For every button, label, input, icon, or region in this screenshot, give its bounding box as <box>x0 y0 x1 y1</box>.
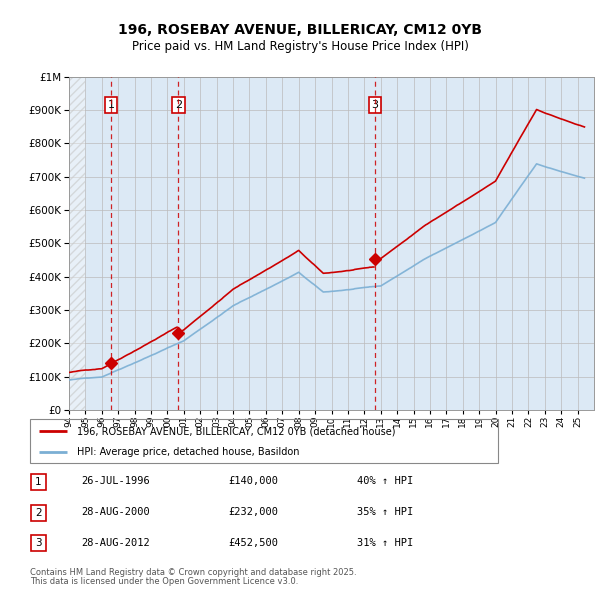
Text: This data is licensed under the Open Government Licence v3.0.: This data is licensed under the Open Gov… <box>30 577 298 586</box>
Text: Contains HM Land Registry data © Crown copyright and database right 2025.: Contains HM Land Registry data © Crown c… <box>30 568 356 577</box>
Text: £140,000: £140,000 <box>228 477 278 486</box>
Text: 31% ↑ HPI: 31% ↑ HPI <box>357 538 413 548</box>
Text: 2: 2 <box>175 100 182 110</box>
Text: 28-AUG-2000: 28-AUG-2000 <box>81 507 150 517</box>
Text: Price paid vs. HM Land Registry's House Price Index (HPI): Price paid vs. HM Land Registry's House … <box>131 40 469 53</box>
Text: 196, ROSEBAY AVENUE, BILLERICAY, CM12 0YB (detached house): 196, ROSEBAY AVENUE, BILLERICAY, CM12 0Y… <box>77 427 395 436</box>
Text: 2: 2 <box>35 508 42 517</box>
Text: 40% ↑ HPI: 40% ↑ HPI <box>357 477 413 486</box>
Text: £452,500: £452,500 <box>228 538 278 548</box>
Text: 196, ROSEBAY AVENUE, BILLERICAY, CM12 0YB: 196, ROSEBAY AVENUE, BILLERICAY, CM12 0Y… <box>118 22 482 37</box>
FancyBboxPatch shape <box>31 536 46 551</box>
Text: 35% ↑ HPI: 35% ↑ HPI <box>357 507 413 517</box>
FancyBboxPatch shape <box>31 474 46 490</box>
Polygon shape <box>69 77 85 410</box>
Text: 26-JUL-1996: 26-JUL-1996 <box>81 477 150 486</box>
Text: 1: 1 <box>35 477 42 487</box>
Text: 3: 3 <box>371 100 379 110</box>
Text: 28-AUG-2012: 28-AUG-2012 <box>81 538 150 548</box>
FancyBboxPatch shape <box>31 504 46 520</box>
Text: £232,000: £232,000 <box>228 507 278 517</box>
Text: 1: 1 <box>107 100 115 110</box>
Text: HPI: Average price, detached house, Basildon: HPI: Average price, detached house, Basi… <box>77 447 299 457</box>
Text: 3: 3 <box>35 539 42 548</box>
